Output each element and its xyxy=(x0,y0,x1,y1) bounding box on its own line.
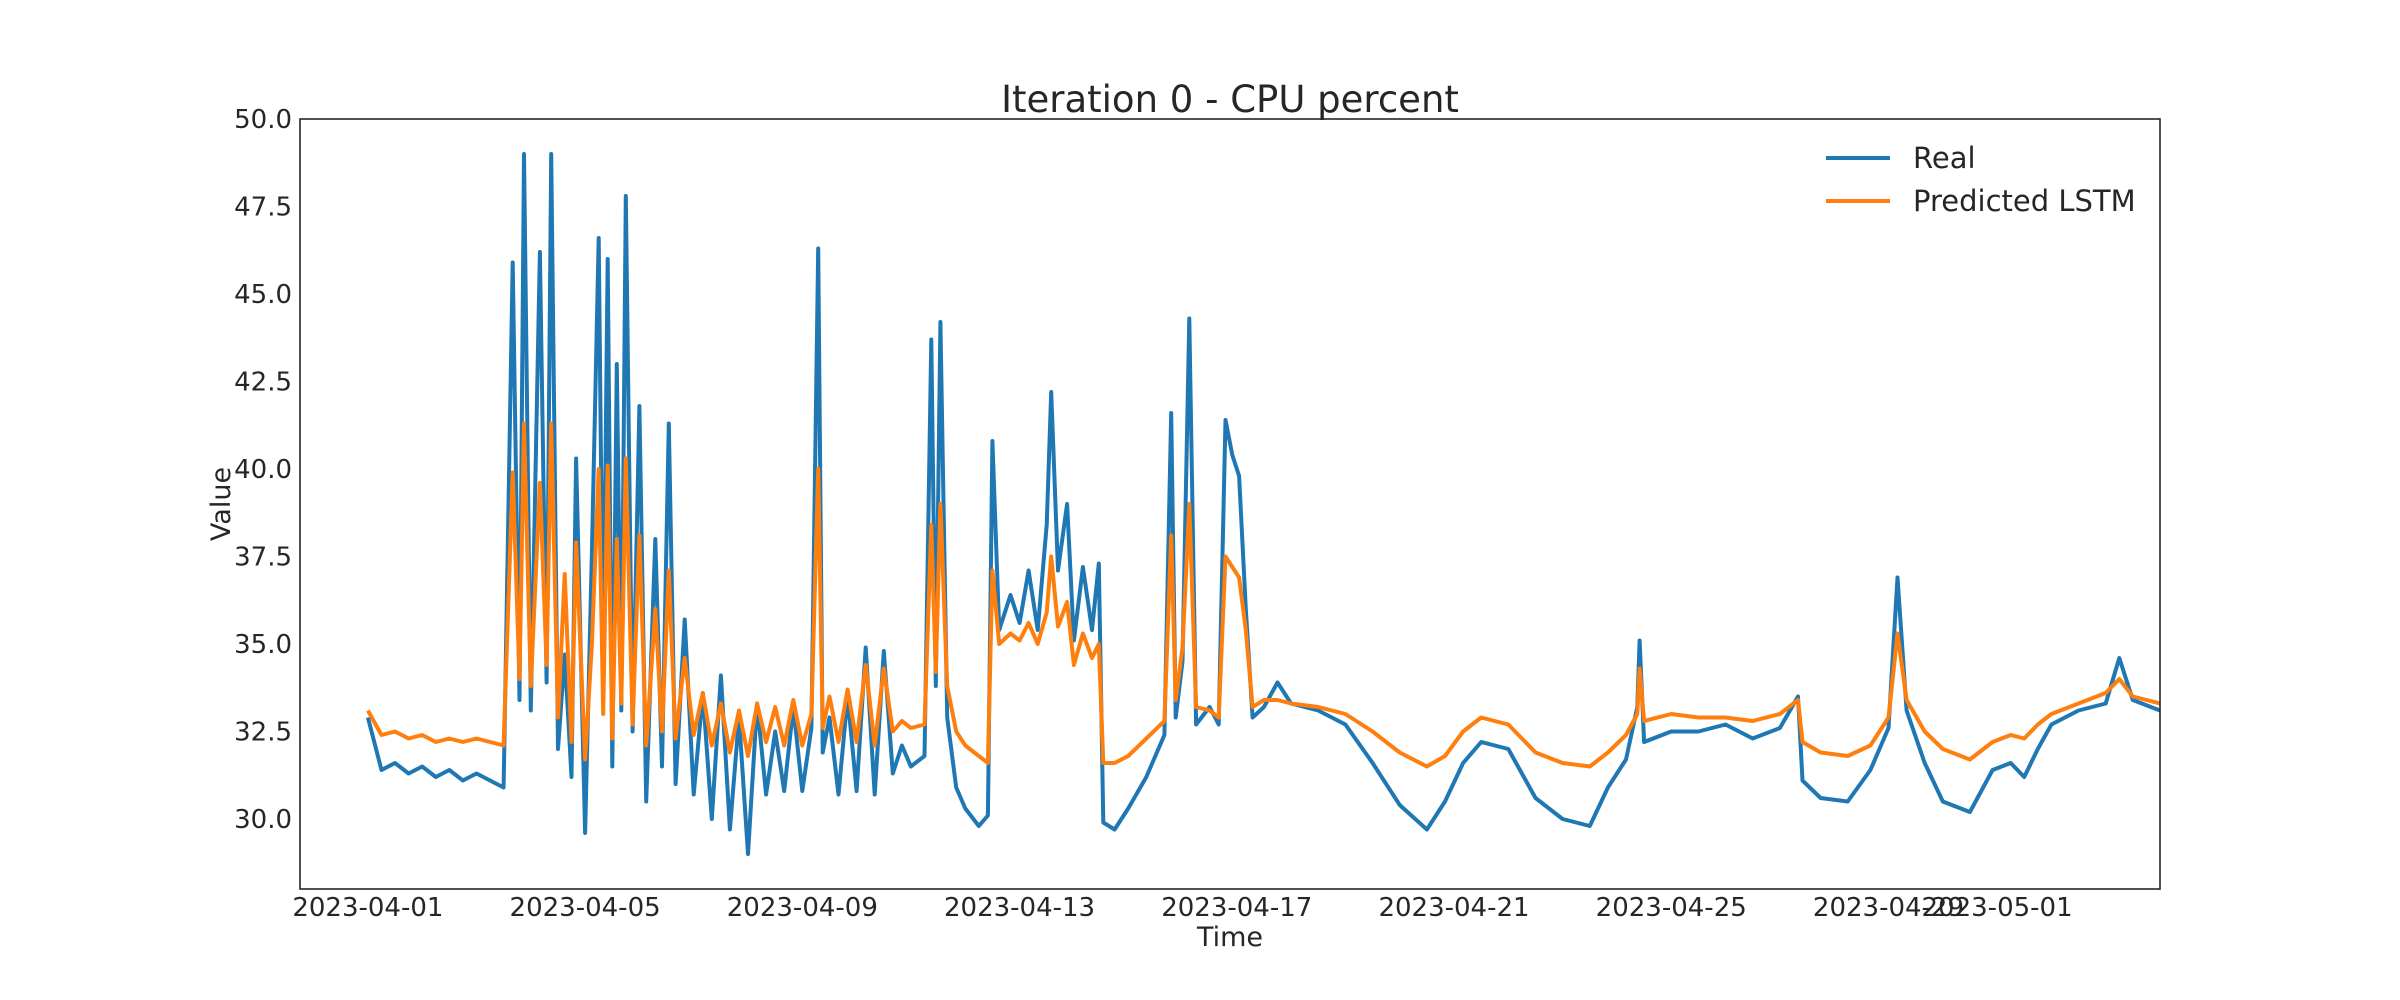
y-tick-label: 40.0 xyxy=(234,455,292,485)
x-tick-label: 2023-04-17 xyxy=(1161,893,1312,923)
x-tick-label: 2023-04-05 xyxy=(510,893,661,923)
legend: Real Predicted LSTM xyxy=(1826,141,2136,218)
series-line-predicted-lstm xyxy=(366,421,2160,769)
x-tick-label: 2023-04-13 xyxy=(944,893,1095,923)
x-tick-label: 2023-04-09 xyxy=(727,893,878,923)
y-tick-label: 32.5 xyxy=(234,718,292,748)
chart-title: Iteration 0 - CPU percent xyxy=(1001,78,1459,121)
y-tick-label: 35.0 xyxy=(234,630,292,660)
x-tick-label: 2023-04-25 xyxy=(1596,893,1747,923)
legend-label-predicted-lstm: Predicted LSTM xyxy=(1913,184,2136,218)
y-tick-label: 47.5 xyxy=(234,193,292,223)
legend-label-real: Real xyxy=(1913,141,1976,175)
y-axis-ticks: 30.0 32.5 35.0 37.5 40.0 42.5 45.0 47.5 50.0 xyxy=(234,105,292,835)
series-line-real xyxy=(365,152,2160,856)
y-tick-label: 37.5 xyxy=(234,543,292,573)
y-tick-label: 30.0 xyxy=(234,805,292,835)
x-tick-label: 2023-04-29 xyxy=(1813,893,1964,923)
x-axis-ticks: 2023-04-01 2023-04-05 2023-04-09 2023-04-13… xyxy=(292,893,2072,923)
y-tick-label: 45.0 xyxy=(234,280,292,310)
series-layer xyxy=(365,152,2160,856)
plot-frame xyxy=(299,118,2161,890)
x-tick-label: 2023-04-01 xyxy=(292,893,443,923)
y-axis-label: Value xyxy=(206,467,237,541)
y-tick-label: 42.5 xyxy=(234,368,292,398)
x-tick-label: 2023-04-21 xyxy=(1378,893,1529,923)
plot-area xyxy=(299,118,2161,890)
y-tick-label: 50.0 xyxy=(234,105,292,135)
x-axis-label: Time xyxy=(1196,922,1263,953)
x-tick-label: 2023-05-01 xyxy=(1922,893,2073,923)
